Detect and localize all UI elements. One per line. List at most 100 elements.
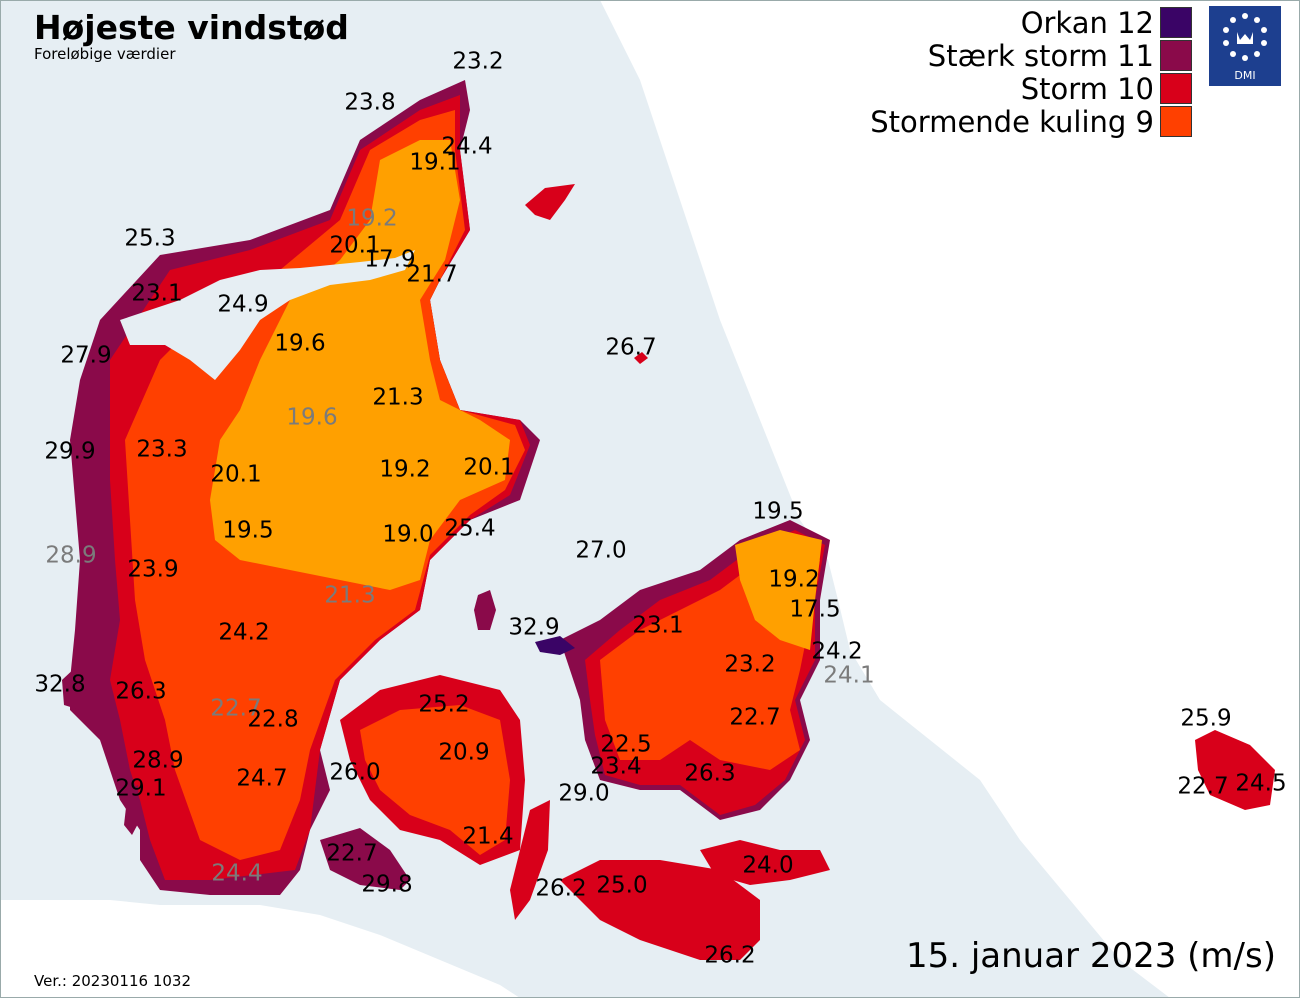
legend-row-orkan: Orkan 12	[870, 5, 1192, 40]
observation-value: 29.9	[44, 439, 95, 465]
observation-value: 25.4	[444, 516, 495, 542]
observation-value: 24.2	[218, 620, 269, 646]
observation-value: 23.8	[344, 90, 395, 116]
observation-value: 29.1	[115, 776, 166, 802]
observation-value: 32.9	[508, 615, 559, 641]
observation-value: 19.0	[382, 522, 433, 548]
observation-value: 23.3	[136, 437, 187, 463]
observation-value: 19.5	[222, 518, 273, 544]
legend-swatch	[1160, 106, 1192, 137]
observation-value: 25.9	[1180, 706, 1231, 732]
observation-value: 19.5	[752, 499, 803, 525]
observation-value: 19.2	[346, 206, 397, 232]
zealand-zone-gale	[735, 530, 822, 650]
limfjord	[120, 250, 415, 380]
observation-value: 22.8	[247, 707, 298, 733]
observation-value: 20.9	[438, 740, 489, 766]
observation-value: 26.2	[535, 876, 586, 902]
sejero-island	[535, 636, 575, 655]
samso-island	[474, 590, 496, 630]
observation-value: 26.0	[329, 760, 380, 786]
observation-value: 29.0	[558, 781, 609, 807]
observation-value: 23.2	[724, 652, 775, 678]
legend-swatch	[1160, 40, 1192, 71]
observation-value: 24.2	[811, 639, 862, 665]
observation-value: 19.6	[274, 331, 325, 357]
observation-value: 22.7	[729, 705, 780, 731]
observation-value: 22.7	[210, 696, 261, 722]
observation-value: 21.7	[406, 262, 457, 288]
version-label: Ver.: 20230116 1032	[34, 972, 191, 990]
observation-value: 32.8	[34, 672, 85, 698]
observation-value: 23.1	[131, 281, 182, 307]
observation-layer: 23.223.824.419.119.220.117.921.725.323.1…	[34, 49, 1286, 969]
observation-value: 23.9	[127, 557, 178, 583]
observation-value: 19.2	[379, 457, 430, 483]
legend-label: Orkan 12	[1020, 5, 1154, 40]
sweden-landmass	[600, 0, 1300, 998]
laeso-island	[525, 184, 575, 220]
observation-value: 27.0	[575, 538, 626, 564]
observation-value: 23.4	[590, 754, 641, 780]
legend-row-staerk-storm: Stærk storm 11	[870, 38, 1192, 73]
observation-value: 28.9	[132, 748, 183, 774]
jutland-zone-gale	[210, 140, 510, 590]
observation-value: 22.7	[1177, 774, 1228, 800]
germany-landmass	[0, 900, 520, 998]
observation-value: 22.7	[326, 841, 377, 867]
observation-value: 24.1	[823, 663, 874, 689]
legend-label: Storm 10	[1020, 71, 1154, 106]
lolland-zone-storm	[560, 860, 760, 960]
bornholm-zone-storm	[1195, 730, 1275, 810]
observation-value: 26.3	[115, 679, 166, 705]
observation-value: 24.9	[217, 292, 268, 318]
observation-value: 19.6	[286, 405, 337, 431]
dmi-logo-text: DMI	[1234, 69, 1256, 82]
observation-value: 26.3	[684, 761, 735, 787]
dmi-logo: DMI	[1209, 6, 1281, 86]
observation-value: 17.5	[789, 597, 840, 623]
observation-value: 19.2	[768, 567, 819, 593]
observation-value: 22.5	[600, 732, 651, 758]
map-title: Højeste vindstød	[34, 8, 349, 47]
observation-value: 20.1	[329, 233, 380, 259]
observation-value: 21.4	[462, 824, 513, 850]
observation-value: 24.0	[742, 853, 793, 879]
observation-value: 21.3	[324, 583, 375, 609]
observation-value: 24.4	[441, 134, 492, 160]
observation-value: 17.9	[364, 247, 415, 273]
observation-value: 24.7	[236, 766, 287, 792]
fanoe-island	[124, 785, 140, 835]
legend-label: Stærk storm 11	[927, 38, 1154, 73]
anholt-island	[634, 352, 648, 364]
aero-zone-strong-storm	[320, 828, 410, 890]
dmi-crown-icon	[1223, 13, 1267, 61]
observation-value: 29.8	[361, 872, 412, 898]
observation-value: 24.5	[1235, 771, 1286, 797]
observation-value: 20.1	[463, 455, 514, 481]
funen-zone-strong-gale	[360, 705, 510, 855]
legend-row-stormende-kuling: Stormende kuling 9	[870, 104, 1192, 139]
observation-value: 25.0	[596, 873, 647, 899]
observation-value: 28.9	[45, 543, 96, 569]
romo-island	[62, 665, 90, 710]
observation-value: 23.2	[452, 49, 503, 75]
observation-value: 19.1	[409, 150, 460, 176]
legend-swatch	[1160, 7, 1192, 38]
langeland-zone-storm	[510, 800, 550, 920]
observation-value: 21.3	[372, 385, 423, 411]
observation-value: 26.2	[704, 943, 755, 969]
observation-value: 23.1	[632, 613, 683, 639]
observation-value: 25.3	[124, 226, 175, 252]
map-subtitle: Foreløbige værdier	[34, 45, 176, 63]
observation-value: 27.9	[60, 343, 111, 369]
falster-zone-storm	[700, 840, 830, 885]
observation-value: 25.2	[418, 692, 469, 718]
date-label: 15. januar 2023 (m/s)	[905, 936, 1276, 976]
observation-value: 26.7	[605, 335, 656, 361]
legend-swatch	[1160, 73, 1192, 104]
legend-label: Stormende kuling 9	[870, 104, 1154, 139]
observation-value: 24.4	[211, 861, 262, 887]
legend-row-storm: Storm 10	[870, 71, 1192, 106]
